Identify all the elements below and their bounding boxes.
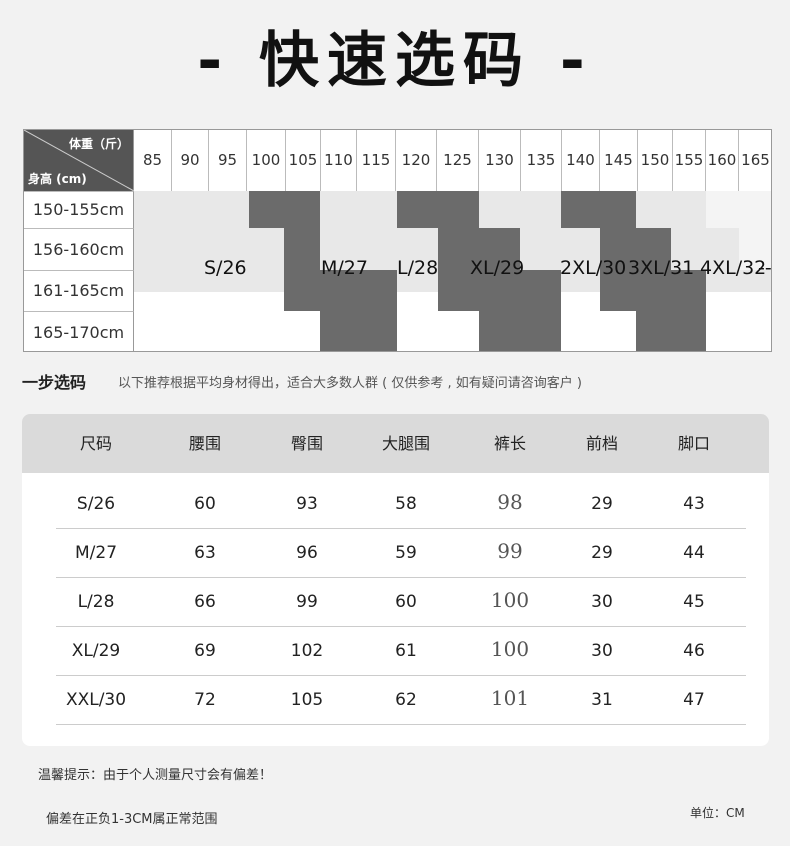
weight-header: 130	[479, 130, 521, 191]
table-cell: 59	[395, 543, 417, 563]
table-row: M/27 63 96 59 99 29 44	[56, 529, 746, 578]
table-cell: XXL/30	[65, 690, 127, 710]
grid-corner: 体重（斤） 身高 (cm)	[24, 130, 134, 191]
weight-header: 155	[673, 130, 706, 191]
size-zone	[479, 270, 561, 351]
table-row: L/28 66 99 60 100 30 45	[56, 578, 746, 627]
weight-header: 145	[600, 130, 638, 191]
size-label: 4XL/32	[700, 257, 767, 279]
size-zone	[636, 270, 706, 351]
table-cell: 63	[194, 543, 216, 563]
weight-header: 100	[247, 130, 286, 191]
table-header-cell: 尺码	[79, 434, 112, 453]
size-label: 3XL/31	[628, 257, 695, 279]
table-row: XXL/30 72 105 62 101 31 47	[56, 676, 746, 725]
table-cell: 99	[296, 592, 318, 612]
table-cell: 66	[194, 592, 216, 612]
table-cell: 30	[591, 592, 613, 612]
table-cell: 29	[591, 494, 613, 514]
range-note: 偏差在正负1-3CM属正常范围	[46, 812, 218, 827]
table-header-cell: 前档	[585, 434, 618, 453]
weight-header: 85	[134, 130, 172, 191]
table-cell: 43	[683, 494, 705, 514]
table-cell: 62	[395, 690, 417, 710]
table-cell: 31	[591, 690, 613, 710]
table-header-cell: 裤长	[493, 434, 526, 453]
size-grid: 体重（斤） 身高 (cm) 85 90 95 100 105 110 115 120 125 13…	[23, 129, 772, 352]
size-label: L/28	[397, 257, 439, 279]
table-cell: 100	[490, 637, 530, 661]
table-cell: 44	[683, 543, 705, 563]
weight-header: 125	[437, 130, 479, 191]
height-header: 161-165cm	[24, 270, 134, 311]
weight-axis-label: 体重（斤）	[68, 137, 129, 151]
weight-header: 115	[357, 130, 396, 191]
table-cell: 60	[194, 494, 216, 514]
weight-header: 165	[739, 130, 771, 191]
table-header-cell: 大腿围	[381, 434, 430, 453]
size-zone	[561, 191, 636, 228]
table-row: S/26 60 93 58 98 29 43	[56, 480, 746, 529]
table-cell: 99	[497, 539, 523, 563]
size-label: --	[758, 257, 772, 279]
table-header-cell: 臀围	[290, 434, 323, 453]
height-header: 165-170cm	[24, 311, 134, 351]
corner-diagonal	[24, 130, 134, 191]
size-zone	[284, 228, 320, 311]
table-cell: S/26	[76, 494, 116, 514]
table-cell: 61	[395, 641, 417, 661]
weight-header: 135	[521, 130, 562, 191]
table-cell: 96	[296, 543, 318, 563]
size-label: M/27	[321, 257, 368, 279]
height-header: 150-155cm	[24, 191, 134, 228]
table-cell: 93	[296, 494, 318, 514]
step-description: 以下推荐根据平均身材得出，适合大多数人群 ( 仅供参考 , 如有疑问请咨询客户 …	[118, 376, 582, 391]
weight-header: 95	[209, 130, 247, 191]
table-cell: 47	[683, 690, 705, 710]
height-axis-label: 身高 (cm)	[28, 172, 87, 186]
size-zone	[249, 191, 320, 228]
table-cell: 45	[683, 592, 705, 612]
table-cell: 102	[290, 641, 324, 661]
size-zone	[320, 270, 397, 351]
table-header-cell: 腰围	[188, 434, 221, 453]
size-label: 2XL/30	[560, 257, 627, 279]
table-cell: 60	[395, 592, 417, 612]
step-title: 一步选码	[22, 373, 87, 392]
size-label: XL/29	[470, 257, 525, 279]
measurement-table: 尺码 腰围 臀围 大腿围 裤长 前档 脚口 S/26 60 93 58 98 29 43 M/27 63 96…	[22, 414, 769, 746]
weight-header: 90	[172, 130, 209, 191]
tip-note: 温馨提示：由于个人测量尺寸会有偏差！	[38, 768, 273, 783]
table-row: XL/29 69 102 61 100 30 46	[56, 627, 746, 676]
height-header: 156-160cm	[24, 228, 134, 270]
unit-note: 单位：CM	[690, 806, 745, 820]
weight-header: 110	[321, 130, 357, 191]
weight-header: 120	[396, 130, 437, 191]
table-cell: 100	[490, 588, 530, 612]
table-cell: 29	[591, 543, 613, 563]
table-cell: M/27	[74, 543, 118, 563]
weight-header: 150	[638, 130, 673, 191]
size-label: S/26	[204, 257, 247, 279]
size-zone	[706, 191, 771, 228]
table-cell: 58	[395, 494, 417, 514]
table-cell: 101	[490, 686, 530, 710]
weight-header: 105	[286, 130, 321, 191]
table-cell: 98	[497, 490, 523, 514]
table-cell: 69	[194, 641, 216, 661]
size-zone	[397, 191, 479, 228]
table-cell: 30	[591, 641, 613, 661]
page-title: - 快速选码 -	[197, 26, 593, 96]
table-cell: XL/29	[71, 641, 121, 661]
table-cell: 105	[290, 690, 324, 710]
weight-header: 140	[562, 130, 600, 191]
size-zone	[739, 228, 771, 270]
table-cell: 46	[683, 641, 705, 661]
weight-header: 160	[706, 130, 739, 191]
table-cell: 72	[194, 690, 216, 710]
table-header: 尺码 腰围 臀围 大腿围 裤长 前档 脚口	[22, 414, 769, 473]
table-header-cell: 脚口	[677, 434, 710, 453]
table-cell: L/28	[77, 592, 115, 612]
